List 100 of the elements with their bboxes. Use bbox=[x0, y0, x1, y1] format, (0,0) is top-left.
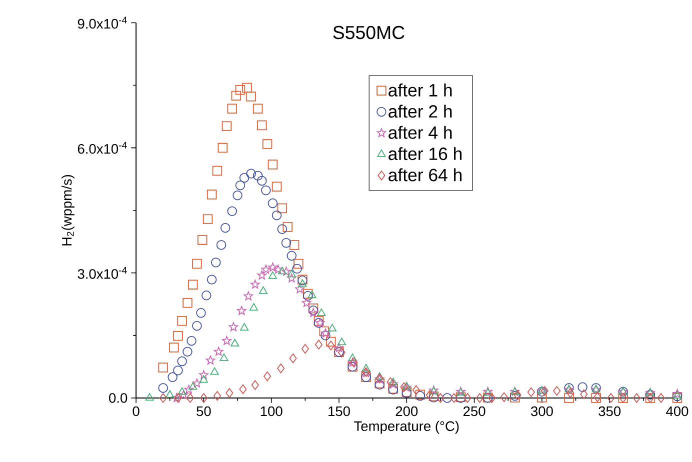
point bbox=[657, 393, 665, 403]
x-tick-label: 350 bbox=[598, 406, 621, 416]
point bbox=[327, 340, 335, 350]
point bbox=[192, 258, 202, 269]
point bbox=[268, 160, 278, 170]
point bbox=[289, 353, 297, 364]
point bbox=[220, 353, 228, 361]
point bbox=[251, 380, 259, 390]
point bbox=[268, 198, 278, 208]
point bbox=[261, 185, 271, 196]
point bbox=[292, 264, 302, 274]
point bbox=[362, 364, 370, 372]
point bbox=[200, 393, 208, 403]
point bbox=[173, 330, 183, 341]
point bbox=[169, 342, 179, 352]
point bbox=[591, 393, 601, 403]
point bbox=[287, 270, 296, 278]
point bbox=[348, 353, 357, 361]
point bbox=[228, 322, 238, 332]
point bbox=[402, 382, 412, 392]
point bbox=[298, 279, 307, 287]
point bbox=[400, 382, 408, 392]
point bbox=[282, 222, 292, 232]
point bbox=[252, 170, 263, 181]
point bbox=[211, 258, 221, 268]
point bbox=[257, 270, 267, 280]
point bbox=[553, 386, 561, 396]
point bbox=[426, 390, 434, 400]
point bbox=[159, 393, 167, 403]
x-tick-label: 200 bbox=[396, 406, 418, 416]
point bbox=[268, 271, 277, 279]
point bbox=[527, 387, 535, 397]
x-axis-title: Temperature (°C) bbox=[354, 420, 459, 434]
point bbox=[172, 393, 182, 402]
point bbox=[578, 382, 588, 392]
point bbox=[230, 338, 240, 346]
point bbox=[218, 142, 228, 153]
point bbox=[240, 322, 249, 331]
point bbox=[227, 104, 237, 114]
point bbox=[442, 393, 452, 403]
point bbox=[199, 370, 208, 379]
point bbox=[258, 286, 268, 294]
point bbox=[226, 388, 234, 398]
point bbox=[244, 291, 254, 300]
point bbox=[272, 210, 282, 220]
point bbox=[500, 392, 508, 402]
point bbox=[220, 222, 230, 233]
point bbox=[227, 206, 237, 216]
point bbox=[402, 382, 411, 390]
point bbox=[386, 377, 394, 387]
point bbox=[278, 266, 286, 274]
point bbox=[540, 386, 548, 396]
point bbox=[317, 308, 326, 316]
point bbox=[166, 390, 174, 398]
point bbox=[214, 346, 224, 356]
x-tick-label: 250 bbox=[464, 406, 486, 416]
point bbox=[246, 168, 256, 178]
point bbox=[249, 302, 258, 310]
point bbox=[257, 176, 267, 186]
point bbox=[182, 298, 192, 308]
point bbox=[188, 382, 198, 390]
point bbox=[197, 235, 208, 245]
point bbox=[328, 324, 337, 332]
point bbox=[476, 393, 484, 403]
point bbox=[246, 92, 256, 102]
point bbox=[607, 393, 615, 403]
point bbox=[566, 388, 574, 398]
point bbox=[184, 384, 194, 394]
point bbox=[173, 366, 183, 376]
point bbox=[232, 190, 242, 200]
point bbox=[514, 390, 522, 400]
point bbox=[277, 203, 288, 214]
point bbox=[337, 338, 346, 346]
point bbox=[235, 84, 246, 95]
point bbox=[202, 290, 212, 300]
point bbox=[222, 121, 232, 131]
point bbox=[388, 379, 398, 388]
y-tick-label: 0.0 bbox=[109, 393, 128, 403]
point bbox=[239, 172, 250, 183]
point bbox=[286, 250, 297, 261]
point bbox=[308, 290, 316, 298]
point bbox=[320, 330, 330, 340]
x-tick-label: 50 bbox=[196, 406, 211, 416]
legend-label: after 2 h bbox=[388, 104, 452, 118]
point bbox=[632, 393, 640, 403]
point bbox=[464, 393, 472, 403]
point bbox=[334, 342, 344, 352]
point bbox=[488, 393, 496, 403]
point bbox=[213, 390, 221, 401]
point bbox=[257, 120, 267, 130]
point bbox=[314, 340, 322, 350]
x-tick-label: 300 bbox=[530, 406, 553, 416]
point bbox=[178, 387, 186, 395]
point bbox=[231, 90, 242, 100]
x-tick-label: 150 bbox=[328, 406, 350, 416]
legend-label: after 1 h bbox=[388, 83, 452, 96]
chart-title: S550MC bbox=[333, 26, 404, 40]
point bbox=[289, 240, 300, 250]
point bbox=[348, 358, 358, 366]
point bbox=[206, 190, 217, 200]
